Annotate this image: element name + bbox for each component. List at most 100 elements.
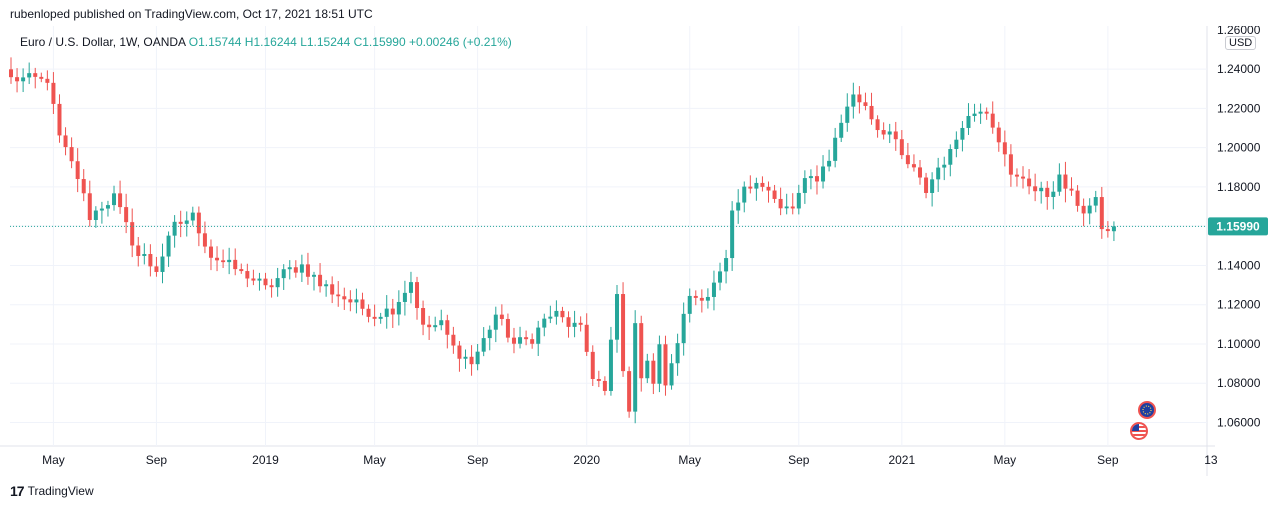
candle-body [130, 222, 135, 246]
candle-body [748, 186, 753, 189]
candle-body [802, 178, 807, 193]
candle-body [699, 297, 704, 301]
y-tick-label: 1.12000 [1217, 298, 1261, 312]
candle-body [57, 103, 62, 136]
candle-body [202, 233, 207, 247]
candle-body [808, 176, 813, 179]
x-tick-label: 2020 [573, 453, 600, 467]
candle-body [687, 295, 692, 314]
y-tick-label: 1.06000 [1217, 415, 1261, 429]
candle-body [711, 282, 716, 297]
currency-label[interactable]: USD [1225, 36, 1257, 50]
x-tick-label: May [994, 453, 1017, 467]
candlestick-chart[interactable]: 1.240001.220001.200001.180001.160001.140… [0, 23, 1280, 476]
candle-body [239, 269, 244, 272]
x-tick-label: Sep [1097, 453, 1119, 467]
candle-body [899, 139, 904, 156]
candle-body [627, 371, 632, 412]
candle-body [305, 264, 310, 277]
candle-body [87, 193, 92, 220]
x-tick-label: 2021 [888, 453, 915, 467]
candle-body [33, 73, 38, 77]
candle-body [978, 111, 983, 114]
candle-body [814, 176, 819, 182]
candle-body [930, 179, 935, 193]
candle-body [69, 147, 74, 162]
tradingview-brand[interactable]: 17 TradingView [10, 483, 94, 499]
candle-body [196, 212, 201, 234]
candle-body [190, 212, 195, 221]
candle-body [602, 380, 607, 391]
candle-body [360, 299, 365, 309]
candle-body [651, 360, 656, 384]
candle-body [324, 284, 329, 287]
candle-body [1069, 188, 1074, 191]
candle-body [857, 94, 862, 103]
candle-body [621, 294, 626, 372]
candle-body [408, 282, 413, 293]
candle-body [166, 235, 171, 257]
candle-body [821, 166, 826, 182]
candle-body [851, 94, 856, 107]
eu-event-icon[interactable] [1138, 401, 1156, 419]
candle-body [772, 190, 777, 199]
candle-body [511, 337, 516, 344]
candle-body [27, 73, 32, 78]
close-value: C1.15990 [353, 35, 406, 49]
candle-body [718, 271, 723, 283]
us-event-icon[interactable] [1130, 422, 1148, 440]
candle-body [1057, 174, 1062, 192]
candle-body [366, 308, 371, 317]
candle-body [936, 167, 941, 180]
x-tick-label: May [42, 453, 65, 467]
y-tick-label: 1.10000 [1217, 337, 1261, 351]
y-tick-label: 1.20000 [1217, 141, 1261, 155]
candle-body [863, 102, 868, 106]
candle-body [281, 269, 286, 279]
candle-body [966, 115, 971, 128]
open-value: O1.15744 [188, 35, 242, 49]
candle-body [827, 160, 832, 167]
candle-body [51, 82, 56, 104]
candle-body [954, 139, 959, 150]
candle-body [378, 316, 383, 319]
candle-body [996, 127, 1001, 143]
candle-body [75, 161, 80, 180]
x-tick-label: May [363, 453, 386, 467]
candle-body [1027, 178, 1032, 187]
candle-body [1105, 229, 1110, 232]
candle-body [590, 351, 595, 379]
candle-body [524, 337, 529, 340]
candle-body [1111, 226, 1116, 232]
candle-body [178, 221, 183, 224]
candle-body [639, 323, 644, 379]
current-price-label: 1.15990 [1216, 219, 1260, 233]
candle-body [99, 208, 104, 211]
candle-body [657, 344, 662, 384]
candle-body [384, 308, 389, 317]
candle-body [784, 206, 789, 209]
candle-body [293, 267, 298, 273]
x-tick-label: Sep [467, 453, 489, 467]
candle-body [839, 122, 844, 138]
candle-body [499, 314, 504, 319]
candle-body [596, 378, 601, 381]
chart-area[interactable]: 1.240001.220001.200001.180001.160001.140… [0, 23, 1280, 476]
candle-body [1045, 187, 1050, 197]
candle-body [1008, 154, 1013, 175]
candle-body [608, 339, 613, 391]
candle-body [578, 322, 583, 325]
candle-body [348, 299, 353, 303]
y-tick-label-top: 1.26000 [1217, 26, 1261, 37]
candle-body [463, 356, 468, 359]
candle-body [251, 278, 256, 281]
candle-body [330, 284, 335, 295]
candle-body [221, 260, 226, 263]
candle-body [1075, 190, 1080, 206]
candle-body [796, 192, 801, 209]
candle-body [402, 292, 407, 302]
candle-body [312, 274, 316, 277]
x-tick-label: 2019 [252, 453, 279, 467]
candle-body [215, 257, 220, 261]
candle-body [693, 295, 698, 298]
